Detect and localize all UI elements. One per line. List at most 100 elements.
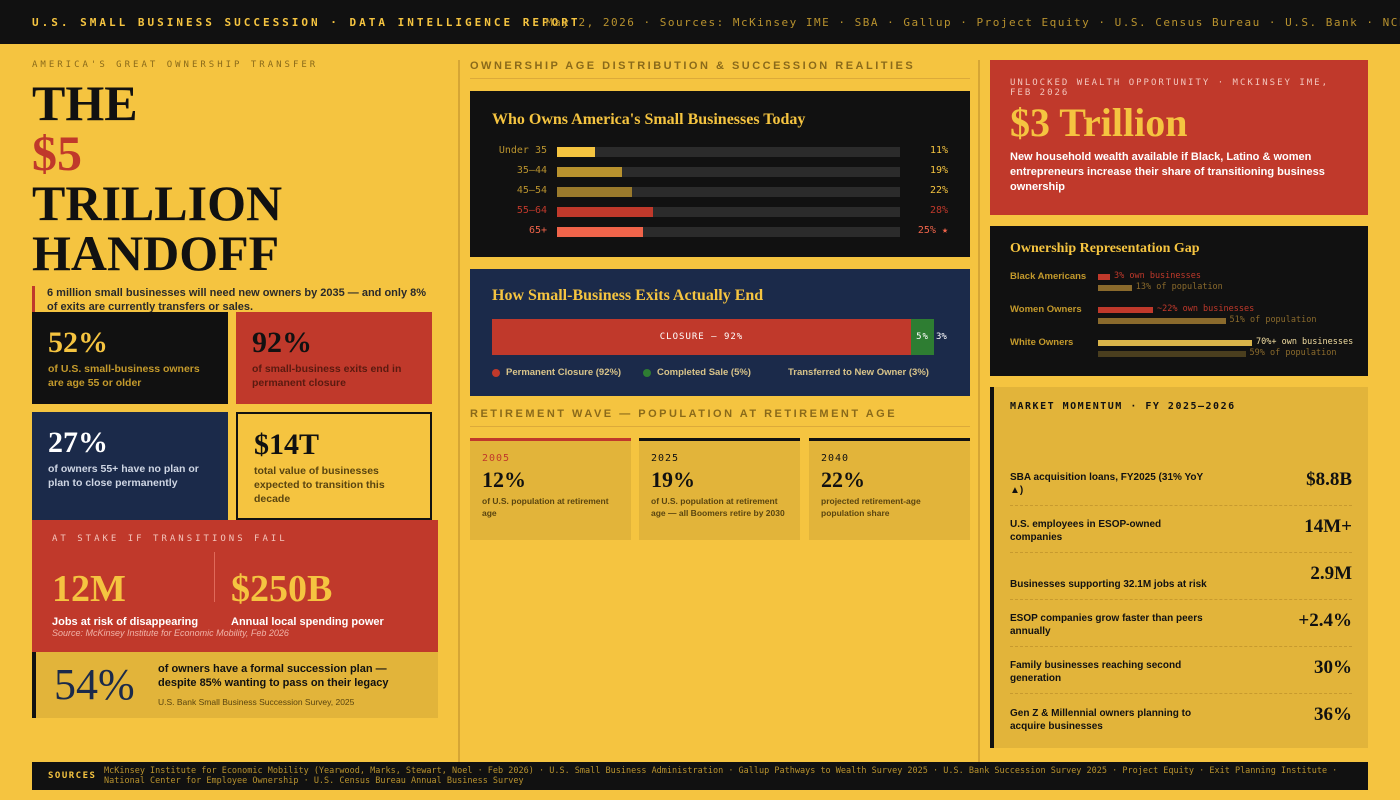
momentum-row: Family businesses reaching second genera… [1010,647,1352,694]
spending-power: $250B Annual local spending power [231,564,384,628]
retirement-year: 2025 [651,453,680,464]
exit-segment-sale: 5% [911,319,934,355]
exit-segment-closure: CLOSURE — 92% [492,319,911,355]
age-bar-track [557,187,900,197]
age-bar-row: 65+ 25% ★ [470,225,970,239]
age-distribution-chart: Who Owns America's Small Businesses Toda… [470,91,970,257]
momentum-row: SBA acquisition loans, FY2025 (31% YoY ▲… [1010,459,1352,506]
momentum-row: Businesses supporting 32.1M jobs at risk… [1010,553,1352,600]
age-bar-value: 11% [929,145,948,156]
gap-own-bar [1098,274,1110,280]
exit-segment-transferred-label: 3% [936,332,947,342]
exits-chart-title: How Small-Business Exits Actually End [492,287,764,304]
momentum-value: 36% [1314,704,1352,725]
momentum-row: U.S. employees in ESOP-owned companies 14… [1010,506,1352,553]
age-bar-value: 28% [929,205,948,216]
age-bar-value: 25% ★ [917,225,948,236]
spend-label: Annual local spending power [231,616,384,628]
stat-value: 52% [48,326,108,359]
gap-group-label: Women Owners [1010,304,1082,315]
stat-value: 92% [252,326,312,359]
momentum-title: MARKET MOMENTUM · FY 2025–2026 [1010,401,1236,412]
age-bar-label: 45–54 [516,185,547,196]
momentum-label: U.S. employees in ESOP-owned companies [1010,519,1162,543]
headline-line-1: THE [32,75,138,131]
spend-value: $250B [231,568,333,610]
gap-population-bar [1098,318,1226,324]
stat-card-closure: 92% of small-business exits end in perma… [236,312,432,404]
age-bar [557,187,633,197]
report-date-sources: May 2, 2026 · Sources: McKinsey IME · SB… [546,16,1400,29]
exits-stacked-bar: CLOSURE — 92% 5% [492,319,934,355]
legend-dot [492,368,500,377]
succession-text: of owners have a formal succession plan … [158,663,389,689]
jobs-at-risk: 12M Jobs at risk of disappearing [52,564,198,628]
gap-own-text: ~22% own businesses [1157,304,1255,314]
stat-value: $14T [254,428,320,461]
retirement-desc: of U.S. population at retirement age — a… [651,496,785,518]
section-rule [470,78,970,79]
retirement-desc: of U.S. population at retirement age [482,496,609,518]
age-bar-label: 65+ [528,225,547,236]
legend-closure-label: Permanent Closure (92%) [506,367,622,378]
age-bar-track [557,147,900,157]
gap-title: Ownership Representation Gap [1010,241,1200,256]
age-bar-label: 35–44 [516,165,547,176]
gap-group-label: Black Americans [1010,271,1087,282]
momentum-value: 30% [1314,657,1352,678]
column-divider [978,60,980,762]
legend-transfer: Transferred to New Owner (3%) [788,367,929,378]
sources-label: SOURCES [48,771,97,781]
age-bar-track [557,207,900,217]
retirement-card-2005: 2005 12% of U.S. population at retiremen… [470,438,631,540]
gap-own-bar [1098,307,1153,313]
stat-desc: of owners 55+ have no plan or plan to cl… [48,463,199,489]
legend-transfer-label: Transferred to New Owner (3%) [788,367,929,378]
stat-desc: of U.S. small-business owners are age 55… [48,363,200,389]
wealth-opportunity-panel: UNLOCKED WEALTH OPPORTUNITY · MCKINSEY I… [990,60,1368,215]
succession-value: 54% [54,660,135,709]
stat-card-no-plan: 27% of owners 55+ have no plan or plan t… [32,412,228,520]
succession-source: U.S. Bank Small Business Succession Surv… [158,697,355,707]
headline-line-3: TRILLION [32,175,283,231]
momentum-label: Family businesses reaching second genera… [1010,660,1182,684]
momentum-label: SBA acquisition loans, FY2025 (31% YoY ▲… [1010,472,1204,496]
section-title-age: OWNERSHIP AGE DISTRIBUTION & SUCCESSION … [470,60,916,72]
gap-own-text: 3% own businesses [1114,271,1201,281]
retirement-card-2025: 2025 19% of U.S. population at retiremen… [639,438,800,540]
stat-card-owners-55: 52% of U.S. small-business owners are ag… [32,312,228,404]
age-bar-track [557,167,900,177]
headline-line-4: HANDOFF [32,225,280,281]
momentum-value: 14M+ [1304,516,1352,537]
age-bar-track [557,227,900,237]
gap-population-text: 51% of population [1229,315,1317,325]
retirement-year: 2040 [821,453,850,464]
age-bar [557,207,654,217]
succession-plan-panel: 54% of owners have a formal succession p… [32,652,438,718]
age-bar [557,147,595,157]
gap-population-bar [1098,351,1246,357]
sources-footer: SOURCES McKinsey Institute for Economic … [32,762,1368,790]
stake-divider [214,552,215,602]
retirement-year: 2005 [482,453,511,464]
retirement-card-2040: 2040 22% projected retirement-age popula… [809,438,970,540]
age-bar [557,227,643,237]
age-chart-title: Who Owns America's Small Businesses Toda… [492,111,806,128]
momentum-label: Gen Z & Millennial owners planning to ac… [1010,708,1192,732]
gap-own-bar [1098,340,1252,346]
exits-chart: How Small-Business Exits Actually End CL… [470,269,970,396]
wealth-desc: New household wealth available if Black,… [1010,151,1325,193]
legend-sale-label: Completed Sale (5%) [657,367,751,378]
momentum-label: Businesses supporting 32.1M jobs at risk [1010,579,1207,590]
section-rule [470,426,970,427]
legend-sale: Completed Sale (5%) [643,367,751,378]
age-bar-label: Under 35 [498,145,547,156]
hero-headline: THE $5 TRILLION HANDOFF [32,78,282,278]
momentum-row: Gen Z & Millennial owners planning to ac… [1010,694,1352,741]
momentum-value: +2.4% [1298,610,1352,631]
section-title-retirement: RETIREMENT WAVE — POPULATION AT RETIREME… [470,408,898,420]
retirement-desc: projected retirement-age population shar… [821,496,921,518]
momentum-label: ESOP companies grow faster than peers an… [1010,613,1203,637]
momentum-value: $8.8B [1306,469,1352,490]
age-bar-row: 45–54 22% [470,185,970,199]
